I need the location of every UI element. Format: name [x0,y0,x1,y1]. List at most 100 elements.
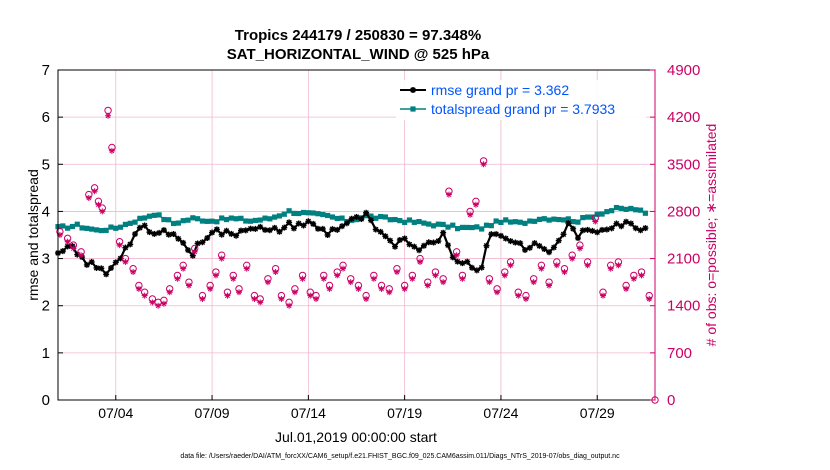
rmse-point [127,241,134,248]
rmse-point [98,265,105,272]
rmse-point [262,226,269,233]
rmse-point [266,227,273,234]
rmse-point [252,225,259,232]
rmse-point [339,223,346,230]
obs-assimilated-marker [85,194,92,201]
spread-point [252,217,258,224]
spread-point [406,217,413,223]
spread-point [243,218,249,224]
spread-point [479,226,485,232]
rmse-point [237,227,244,234]
rmse-point [613,220,620,227]
legend-rmse-marker [410,87,416,93]
rmse-point [497,232,504,239]
rmse-point [358,216,365,223]
rmse-point [517,240,524,247]
obs-possible-marker [104,106,112,115]
obs-assimilated-marker [623,285,630,292]
y-axis-label: rmse and totalspread [25,169,41,301]
spread-point [113,225,119,231]
x-tick-label: 07/09 [195,405,230,421]
rmse-point [372,226,379,233]
obs-assimilated-marker [467,211,474,218]
obs-assimilated-marker [174,275,181,282]
spread-point [286,208,292,214]
x-tick-label: 07/04 [98,405,133,421]
obs-assimilated-marker [445,191,452,198]
rmse-point [314,225,321,232]
rmse-point [459,260,466,267]
rmse-point [637,227,644,234]
spread-point [310,210,316,216]
legend-rmse-swatch [400,87,426,93]
rmse-point [382,233,389,240]
spread-point [142,215,148,221]
spread-point [373,215,379,221]
obs-assimilated-marker [538,265,545,272]
spread-point [60,223,66,229]
chart-subtitle: SAT_HORIZONTAL_WIND @ 525 hPa [227,46,490,63]
spread-point [305,210,311,216]
rmse-point [165,231,172,238]
obs-assimilated-marker [440,279,447,286]
spread-point [122,221,129,228]
obs-assimilated-marker [91,188,98,195]
obs-assimilated-marker [207,285,214,292]
obs-assimilated-marker [417,258,424,265]
rmse-point [493,231,500,238]
rmse-point [512,239,519,246]
x-tick-label: 07/19 [387,405,422,421]
rmse-point [406,241,413,248]
rmse-point [579,227,586,234]
spread-point [368,213,374,219]
y-right-tick-label: 3500 [667,156,700,173]
rmse-point [469,264,476,271]
spread-point [609,208,615,214]
rmse-point [594,229,601,236]
obs-assimilated-marker [646,295,653,302]
obs-assimilated-marker [286,302,293,309]
spread-point [325,212,331,219]
spread-point [276,213,283,219]
rmse-point [440,229,447,236]
rmse-point [444,242,451,249]
y-tick-label: 7 [42,62,50,79]
spread-point [445,224,451,230]
spread-point [267,216,273,222]
obs-assimilated-marker [180,265,187,272]
rmse-point [122,244,129,251]
rmse-point [117,255,124,262]
spread-point [493,218,499,224]
spread-point [334,215,340,222]
obs-assimilated-marker [378,285,385,292]
spread-point [618,205,624,211]
spread-point [570,219,576,225]
rmse-point [103,271,110,278]
spread-point [642,210,648,216]
spread-point [84,225,90,231]
rmse-point [526,244,533,251]
obs-assimilated-marker [135,285,142,292]
rmse-series [55,209,649,278]
rmse-point [483,242,490,249]
obs-assimilated-marker [307,292,314,299]
x-tick-label: 07/29 [580,405,615,421]
spread-point [416,218,422,225]
spread-point [517,219,523,225]
rmse-point [247,225,254,232]
rmse-point [473,267,480,274]
rmse-point [223,227,230,234]
rmse-point [411,243,418,250]
spread-point [291,210,297,216]
spread-point [300,209,307,216]
rmse-point [449,254,456,261]
spread-point [233,216,239,222]
rmse-point [213,226,220,233]
x-axis-label: Jul.01,2019 00:00:00 start [275,429,437,445]
obs-assimilated-marker [347,279,354,286]
spread-point [180,218,186,224]
rmse-point [555,237,562,244]
obs-assimilated-marker [230,275,237,282]
spread-point [628,205,634,212]
obs-assimilated-marker [243,265,250,272]
